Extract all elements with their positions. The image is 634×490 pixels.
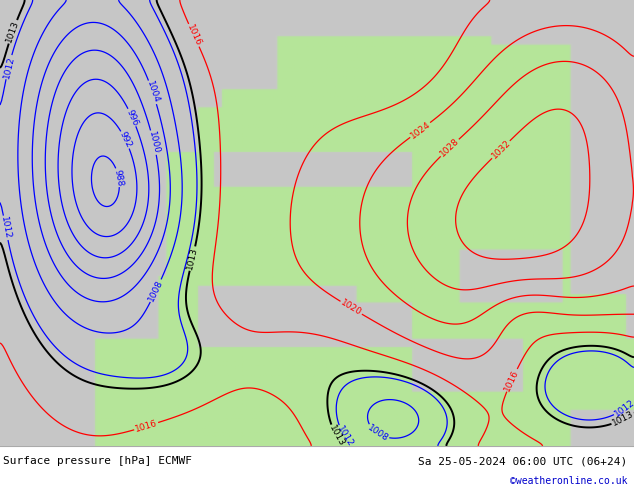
Text: 1032: 1032 xyxy=(489,138,512,161)
Text: 1012: 1012 xyxy=(2,55,16,79)
Text: 1008: 1008 xyxy=(147,278,165,303)
Text: 992: 992 xyxy=(117,130,133,149)
Text: 1013: 1013 xyxy=(611,410,634,428)
Text: 1016: 1016 xyxy=(503,368,521,392)
Text: 1013: 1013 xyxy=(4,20,21,44)
Text: 996: 996 xyxy=(124,108,139,127)
Text: 1016: 1016 xyxy=(185,23,203,48)
Text: Sa 25-05-2024 06:00 UTC (06+24): Sa 25-05-2024 06:00 UTC (06+24) xyxy=(418,456,628,466)
Text: 1004: 1004 xyxy=(145,80,160,104)
Text: 1020: 1020 xyxy=(339,298,363,318)
Text: Surface pressure [hPa] ECMWF: Surface pressure [hPa] ECMWF xyxy=(3,456,192,466)
Text: 988: 988 xyxy=(112,168,124,187)
Text: ©weatheronline.co.uk: ©weatheronline.co.uk xyxy=(510,476,628,487)
Text: 1016: 1016 xyxy=(134,418,158,434)
Text: 1012: 1012 xyxy=(0,216,12,240)
Text: 1012: 1012 xyxy=(335,424,355,448)
Text: 1012: 1012 xyxy=(612,397,634,418)
Text: 1008: 1008 xyxy=(366,423,390,443)
Text: 1000: 1000 xyxy=(146,130,160,155)
Text: 1024: 1024 xyxy=(408,120,432,140)
Text: 1028: 1028 xyxy=(438,137,461,159)
Text: 1013: 1013 xyxy=(327,423,346,448)
Text: 1013: 1013 xyxy=(186,246,200,271)
